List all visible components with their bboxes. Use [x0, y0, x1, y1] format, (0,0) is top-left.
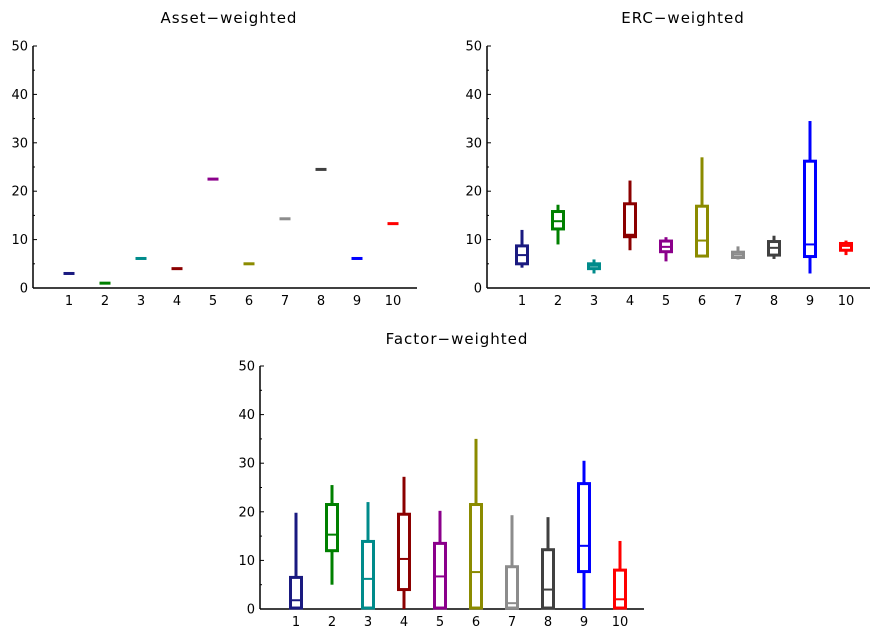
iqr-box [289, 575, 303, 610]
box-3 [587, 259, 601, 274]
chart-panel-1: Asset−weighted 0 10 20 30 40 50 1 2 3 4 5 6 7 8 9 10 [11, 9, 417, 309]
x-tick-label: 2 [101, 294, 109, 309]
iqr-box [397, 512, 411, 592]
y-tick-label: 40 [238, 408, 255, 423]
box-4 [397, 476, 411, 609]
x-tick-label: 2 [328, 615, 336, 628]
box-9 [803, 121, 817, 274]
x-tick-label: 8 [317, 294, 325, 309]
x-tick-label: 2 [554, 294, 562, 309]
x-tick-label: 4 [400, 615, 408, 628]
x-tick-label: 8 [544, 615, 552, 628]
iqr-box [577, 482, 591, 574]
y-tick-label: 40 [11, 88, 28, 103]
x-tick-label: 7 [508, 615, 516, 628]
box-10 [613, 540, 627, 610]
x-tick-label: 5 [436, 615, 444, 628]
box-6 [695, 157, 709, 258]
iqr-box [469, 503, 483, 610]
x-tick-label: 9 [353, 294, 361, 309]
x-tick-label: 5 [209, 294, 217, 309]
y-tick-label: 50 [238, 360, 255, 375]
y-tick-label: 20 [238, 505, 255, 520]
y-tick-label: 10 [465, 233, 482, 248]
box-7 [505, 515, 519, 610]
y-tick-label: 20 [11, 185, 28, 200]
x-tick-label: 3 [137, 294, 145, 309]
x-tick-label: 6 [245, 294, 253, 309]
chart-title: Factor−weighted [386, 330, 529, 348]
box-2 [551, 204, 565, 245]
x-tick-label: 7 [281, 294, 289, 309]
y-tick-label: 50 [11, 40, 28, 55]
box-8 [767, 235, 781, 259]
iqr-box [361, 539, 375, 610]
chart-title: ERC−weighted [621, 9, 745, 27]
y-tick-label: 10 [11, 233, 28, 248]
x-tick-label: 10 [838, 294, 855, 309]
box-1 [515, 229, 529, 268]
x-tick-label: 8 [770, 294, 778, 309]
x-tick-label: 1 [65, 294, 73, 309]
y-tick-label: 0 [20, 282, 28, 297]
x-tick-label: 1 [292, 615, 300, 628]
iqr-box [623, 202, 637, 239]
box-5 [659, 237, 673, 262]
y-tick-label: 10 [238, 554, 255, 569]
x-tick-label: 10 [612, 615, 629, 628]
x-tick-label: 9 [580, 615, 588, 628]
box-4 [623, 180, 637, 251]
y-tick-label: 40 [465, 88, 482, 103]
x-tick-label: 9 [806, 294, 814, 309]
x-tick-label: 3 [590, 294, 598, 309]
chart-panel-2: ERC−weighted 0 10 20 30 40 50 1 2 3 4 5 6 7 8 9 10 [465, 9, 870, 309]
x-tick-label: 4 [626, 294, 634, 309]
y-tick-label: 0 [474, 282, 482, 297]
box-1 [289, 512, 303, 610]
iqr-box [803, 159, 817, 259]
y-tick-label: 30 [11, 136, 28, 151]
iqr-box [325, 503, 339, 553]
iqr-box [613, 568, 627, 610]
y-tick-label: 0 [247, 603, 255, 618]
chart-panel-3: Factor−weighted 0 10 20 30 40 50 1 2 3 4 5 6 7 8 9 10 [238, 330, 644, 628]
box-7 [731, 246, 745, 260]
y-tick-label: 30 [465, 136, 482, 151]
box-3 [361, 502, 375, 610]
iqr-box [541, 548, 555, 610]
box-9 [577, 460, 591, 609]
box-6 [469, 438, 483, 610]
y-tick-label: 30 [238, 457, 255, 472]
box-5 [433, 510, 447, 610]
y-tick-label: 20 [465, 185, 482, 200]
x-tick-label: 6 [472, 615, 480, 628]
x-tick-label: 5 [662, 294, 670, 309]
iqr-box [695, 204, 709, 258]
x-tick-label: 7 [734, 294, 742, 309]
iqr-box [505, 565, 519, 610]
x-tick-label: 4 [173, 294, 181, 309]
x-tick-label: 6 [698, 294, 706, 309]
x-tick-label: 10 [385, 294, 402, 309]
box-2 [325, 485, 339, 585]
y-tick-label: 50 [465, 40, 482, 55]
x-tick-label: 3 [364, 615, 372, 628]
box-8 [541, 517, 555, 610]
x-tick-label: 1 [518, 294, 526, 309]
chart-title: Asset−weighted [161, 9, 298, 27]
box-10 [839, 240, 853, 256]
